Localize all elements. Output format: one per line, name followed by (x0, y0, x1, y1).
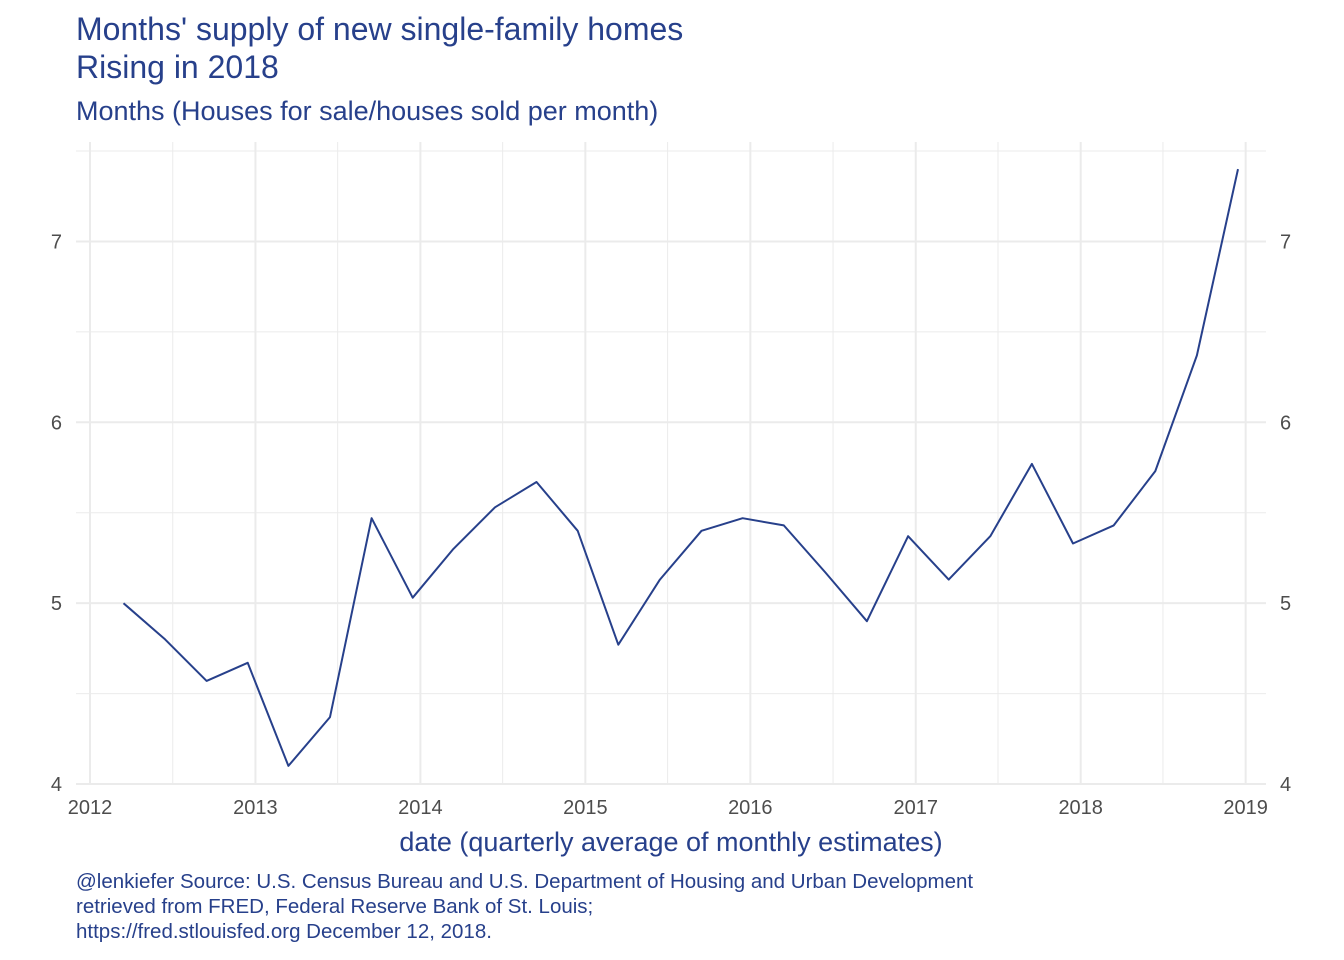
x-tick-label: 2016 (728, 797, 773, 819)
x-tick-label: 2014 (398, 797, 443, 819)
chart-title-block: Months' supply of new single-family home… (76, 10, 683, 86)
chart-caption: @lenkiefer Source: U.S. Census Bureau an… (76, 869, 973, 944)
chart-title-second-line: Rising in 2018 (76, 49, 279, 85)
y-axis-right: 4 5 6 7 (1280, 231, 1291, 796)
x-tick-label: 2017 (893, 797, 938, 819)
y-tick-label-right: 4 (1280, 774, 1291, 796)
chart-title: Months' supply of new single-family home… (76, 11, 684, 47)
y-tick-label-right: 6 (1280, 412, 1291, 434)
caption-line-2: retrieved from FRED, Federal Reserve Ban… (76, 895, 594, 918)
y-tick-label-left: 7 (51, 231, 62, 253)
y-tick-label-left: 4 (51, 774, 62, 796)
y-axis-left: 4 5 6 7 (51, 231, 62, 796)
caption-line-3: https://fred.stlouisfed.org December 12,… (76, 920, 492, 943)
caption-line-1: @lenkiefer Source: U.S. Census Bureau an… (76, 870, 974, 893)
x-axis: 2012 2013 2014 2015 2016 2017 2018 2019 (68, 797, 1268, 819)
y-tick-label-right: 5 (1280, 593, 1291, 615)
x-tick-label: 2015 (563, 797, 608, 819)
grid-minor (76, 142, 1266, 784)
y-tick-label-left: 5 (51, 593, 62, 615)
x-tick-label: 2013 (233, 797, 278, 819)
y-tick-label-right: 7 (1280, 231, 1291, 253)
x-axis-title: date (quarterly average of monthly estim… (399, 827, 942, 857)
y-tick-label-left: 6 (51, 412, 62, 434)
series-layer (122, 168, 1239, 767)
x-tick-label: 2018 (1058, 797, 1103, 819)
x-tick-label: 2019 (1223, 797, 1268, 819)
x-tick-label: 2012 (68, 797, 113, 819)
chart-subtitle: Months (Houses for sale/houses sold per … (76, 96, 659, 126)
series-line (122, 168, 1239, 767)
grid-major (76, 142, 1266, 785)
